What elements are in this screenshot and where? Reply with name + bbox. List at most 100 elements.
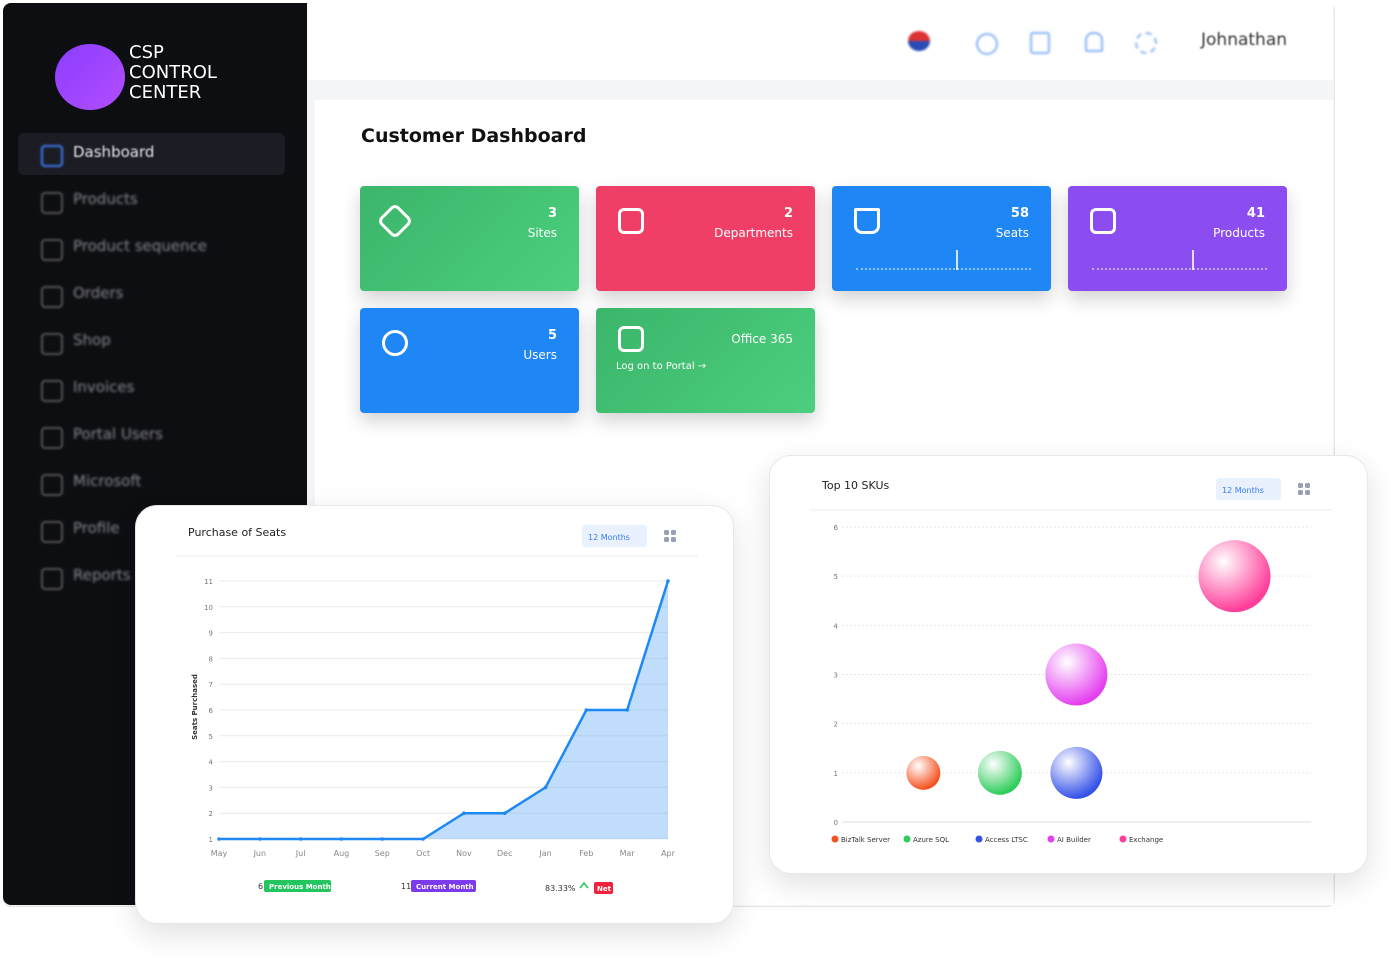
- y-tick-label: 5: [209, 733, 213, 741]
- menu-icon: [1298, 483, 1303, 488]
- point: [502, 811, 507, 815]
- y-tick-label: 6: [834, 524, 839, 532]
- card-label: Sites: [527, 226, 557, 240]
- nav-icon: [41, 521, 63, 543]
- x-tick-label: May: [211, 849, 228, 858]
- y-tick-label: 1: [834, 770, 838, 778]
- menu-icon: [664, 530, 669, 535]
- nav-item[interactable]: Invoices: [73, 378, 135, 396]
- y-tick-label: 6: [209, 707, 214, 715]
- point: [380, 837, 385, 841]
- card-value: 58: [1010, 206, 1029, 221]
- bubble: [1045, 643, 1108, 706]
- line-chart: Purchase of Seats 12 Months 1 2 3 4 5 6 7 8 9 10 11 S…: [176, 525, 698, 894]
- y-tick-label: 4: [834, 622, 839, 630]
- x-tick-label: Apr: [661, 849, 676, 858]
- nav-icon: [41, 474, 63, 496]
- nav-item[interactable]: Orders: [73, 284, 124, 302]
- logo-text: CONTROL: [129, 62, 217, 83]
- filter-label: 12 Months: [1222, 486, 1264, 495]
- card-label: Users: [523, 348, 557, 362]
- stat-card[interactable]: 41 Products: [1068, 186, 1287, 291]
- legend-label: Access LTSC: [985, 836, 1028, 844]
- x-tick-label: Mar: [620, 849, 636, 858]
- legend-swatch: [831, 835, 839, 843]
- x-tick-label: Jul: [295, 849, 306, 858]
- card-value: 3: [547, 206, 557, 221]
- nav-item[interactable]: Products: [73, 190, 138, 208]
- menu-icon: [1305, 490, 1310, 495]
- bell-icon[interactable]: [1085, 32, 1103, 52]
- nav-icon: [41, 427, 63, 449]
- stat-card[interactable]: 3 Sites: [360, 186, 579, 291]
- portal-link[interactable]: Log on to Portal →: [616, 361, 707, 372]
- current-label: Current Month: [416, 883, 474, 891]
- card-value: 2: [783, 206, 793, 221]
- x-tick-label: Sep: [375, 849, 390, 858]
- x-tick-label: Oct: [416, 849, 430, 858]
- net-label: Net: [597, 885, 612, 893]
- logo-text: CENTER: [129, 82, 202, 103]
- nav-item[interactable]: Microsoft: [73, 472, 142, 490]
- menu-icon: [1298, 490, 1303, 495]
- legend-swatch: [975, 835, 983, 843]
- y-tick-label: 0: [834, 819, 838, 827]
- area: [219, 581, 668, 839]
- x-tick-label: Aug: [334, 849, 350, 858]
- previous-value: 6: [258, 882, 263, 891]
- y-tick-label: 3: [834, 672, 838, 680]
- filter-dropdown[interactable]: [1216, 478, 1281, 500]
- point: [462, 811, 466, 815]
- y-tick-label: 3: [209, 784, 213, 792]
- point: [666, 579, 670, 583]
- user-name[interactable]: Johnathan: [1201, 30, 1288, 50]
- card-label: Products: [1213, 226, 1265, 240]
- y-tick-label: 7: [209, 681, 213, 689]
- nav-item[interactable]: Portal Users: [73, 425, 163, 443]
- menu-icon: [1305, 483, 1310, 488]
- x-tick-label: Dec: [497, 849, 512, 858]
- stat-card[interactable]: 5 Users: [360, 308, 579, 413]
- nav-icon: [41, 380, 63, 402]
- header: Johnathan: [308, 3, 1333, 80]
- nav-item[interactable]: Product sequence: [73, 237, 208, 255]
- x-tick-label: Jan: [538, 849, 551, 858]
- y-tick-label: 10: [204, 604, 213, 612]
- filter-label: 12 Months: [588, 533, 630, 542]
- legend-label: AI Builder: [1057, 836, 1091, 844]
- point: [625, 708, 629, 712]
- filter-dropdown[interactable]: [582, 525, 647, 547]
- nav-item[interactable]: Profile: [73, 519, 120, 537]
- settings-icon[interactable]: [1135, 32, 1157, 54]
- point: [258, 837, 262, 841]
- theme-icon[interactable]: [976, 33, 998, 55]
- card-value: 5: [547, 328, 557, 343]
- nav-item[interactable]: Reports: [73, 566, 131, 584]
- legend-swatch: [903, 835, 911, 843]
- line: [219, 580, 670, 841]
- y-tick-label: 1: [209, 836, 213, 844]
- badge: [264, 880, 331, 892]
- x-tick-label: Jun: [253, 849, 266, 858]
- x-tick-label: Feb: [579, 849, 593, 858]
- stat-card[interactable]: 2 Departments: [596, 186, 815, 291]
- chart-card: Purchase of Seats 12 Months 1 2 3 4 5 6 7 8 9 10 11 S…: [135, 505, 734, 924]
- flag-icon[interactable]: [908, 31, 930, 51]
- stat-card[interactable]: Office 365 Log on to Portal →: [596, 308, 815, 413]
- page-title: Customer Dashboard: [361, 125, 587, 147]
- page-icon[interactable]: [1030, 32, 1050, 54]
- y-tick-label: 2: [209, 810, 213, 818]
- point: [217, 837, 221, 841]
- nav-item[interactable]: Dashboard: [73, 143, 155, 161]
- badge: [594, 882, 613, 894]
- stat-card[interactable]: 58 Seats: [832, 186, 1051, 291]
- y-tick-label: 11: [204, 578, 213, 586]
- point: [421, 837, 425, 841]
- y-tick-label: 9: [209, 630, 213, 638]
- bubble: [1050, 746, 1103, 799]
- y-tick-label: 4: [209, 759, 214, 767]
- menu-icon: [671, 530, 676, 535]
- nav-item[interactable]: Shop: [73, 331, 111, 349]
- up-arrow: [579, 881, 589, 889]
